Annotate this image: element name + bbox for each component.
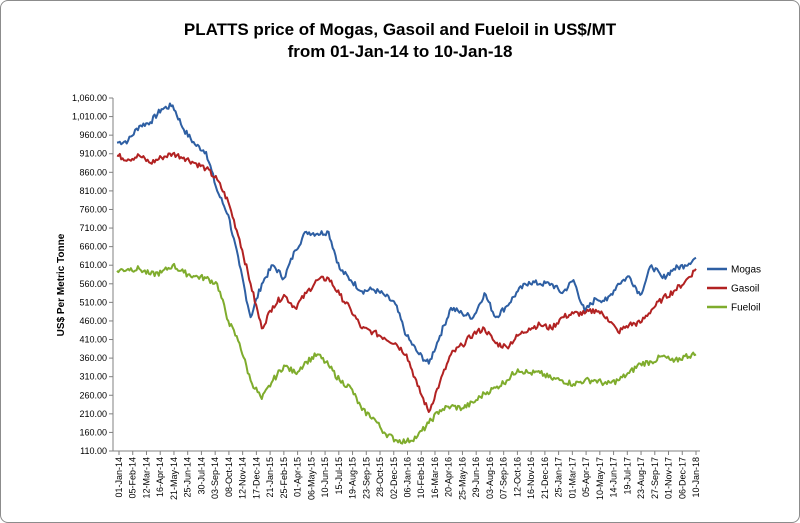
x-tick-label: 16-Mar-16 <box>430 457 440 499</box>
legend-label-fueloil: Fueloil <box>731 303 760 314</box>
x-tick-label: 27-Sep-17 <box>650 457 660 499</box>
y-axis-label: US$ Per Metric Tonne <box>56 233 67 336</box>
legend-label-gasoil: Gasoil <box>731 284 759 295</box>
x-tick-label: 12-Nov-14 <box>238 457 248 499</box>
y-tick-label: 910.00 <box>79 149 107 159</box>
x-tick-label: 16-Nov-16 <box>526 457 536 499</box>
y-tick-label: 760.00 <box>79 204 107 214</box>
x-tick-label: 29-Jun-16 <box>471 457 481 498</box>
y-tick-label: 260.00 <box>79 390 107 400</box>
y-tick-label: 810.00 <box>79 186 107 196</box>
x-tick-label: 10-Jan-18 <box>691 457 701 498</box>
x-tick-label: 12-Mar-14 <box>141 457 151 499</box>
x-tick-label: 25-Jun-14 <box>183 457 193 498</box>
x-tick-label: 05-Apr-17 <box>581 457 591 497</box>
series-line-gasoil <box>116 151 697 413</box>
y-tick-label: 410.00 <box>79 335 107 345</box>
y-tick-label: 1,060.00 <box>72 93 107 103</box>
y-tick-label: 160.00 <box>79 427 107 437</box>
legend: Mogas Gasoil Fueloil <box>707 265 761 314</box>
x-tick-label: 21-May-14 <box>169 457 179 500</box>
x-tick-label: 17-Dec-14 <box>251 457 261 499</box>
y-tick-label: 1,010.00 <box>72 112 107 122</box>
x-tick-label: 03-Aug-16 <box>485 457 495 499</box>
x-tick-label: 23-Sep-15 <box>361 457 371 499</box>
series-line-fueloil <box>116 262 697 445</box>
y-tick-label: 110.00 <box>80 446 107 456</box>
x-tick-label: 08-Oct-14 <box>224 457 234 497</box>
x-tick-label: 01-Mar-17 <box>567 457 577 499</box>
x-tick-label: 01-Apr-15 <box>293 457 303 497</box>
x-tick-label: 21-Dec-16 <box>540 457 550 499</box>
x-tick-label: 07-Sep-16 <box>499 457 509 499</box>
x-tick-label: 10-Jun-15 <box>320 457 330 498</box>
x-tick-label: 23-Aug-17 <box>636 457 646 499</box>
x-tick-label: 01-Jan-14 <box>114 457 124 498</box>
y-tick-label: 960.00 <box>79 130 107 140</box>
x-tick-label: 25-May-16 <box>457 457 467 500</box>
y-tick-label: 360.00 <box>79 353 107 363</box>
y-tick-label: 860.00 <box>79 167 107 177</box>
x-tick-label: 02-Dec-15 <box>389 457 399 499</box>
x-tick-label: 25-Jan-17 <box>554 457 564 498</box>
y-tick-label: 460.00 <box>79 316 107 326</box>
y-tick-label: 710.00 <box>79 223 107 233</box>
y-tick-label: 610.00 <box>79 260 107 270</box>
y-tick-label: 310.00 <box>79 372 107 382</box>
x-tick-label: 10-May-17 <box>595 457 605 500</box>
x-tick-label: 30-Jul-14 <box>196 457 206 495</box>
x-tick-label: 12-Oct-16 <box>512 457 522 497</box>
legend-label-mogas: Mogas <box>731 265 761 276</box>
x-tick-label: 19-Aug-15 <box>348 457 358 499</box>
x-tick-label: 14-Jun-17 <box>609 457 619 498</box>
series-lines <box>116 102 697 445</box>
x-tick-label: 28-Oct-15 <box>375 457 385 497</box>
x-tick-label: 06-Dec-17 <box>677 457 687 499</box>
x-tick-label: 19-Jul-17 <box>622 457 632 495</box>
x-tick-label: 20-Apr-16 <box>444 457 454 497</box>
x-tick-label: 03-Sep-14 <box>210 457 220 499</box>
chart-subtitle: from 01-Jan-14 to 10-Jan-18 <box>287 42 513 61</box>
x-tick-label: 25-Feb-15 <box>279 457 289 499</box>
chart-title: PLATTS price of Mogas, Gasoil and Fueloi… <box>183 20 617 39</box>
x-tick-label: 06-Jan-16 <box>403 457 413 498</box>
x-tick-label: 16-Apr-14 <box>155 457 165 497</box>
series-line-mogas <box>116 102 697 365</box>
x-tick-label: 05-Feb-14 <box>128 457 138 499</box>
axes: 110.00 160.00 210.00 260.00 310.00 360.00 410.… <box>72 93 701 500</box>
y-tick-label: 660.00 <box>79 242 107 252</box>
x-tick-label: 15-Jul-15 <box>334 457 344 495</box>
x-tick-label: 21-Jan-15 <box>265 457 275 498</box>
x-tick-label: 10-Feb-16 <box>416 457 426 499</box>
y-tick-label: 510.00 <box>79 297 107 307</box>
y-tick-label: 560.00 <box>79 279 107 289</box>
x-tick-label: 06-May-15 <box>306 457 316 500</box>
y-tick-label: 210.00 <box>79 409 107 419</box>
x-tick-label: 01-Nov-17 <box>664 457 674 499</box>
